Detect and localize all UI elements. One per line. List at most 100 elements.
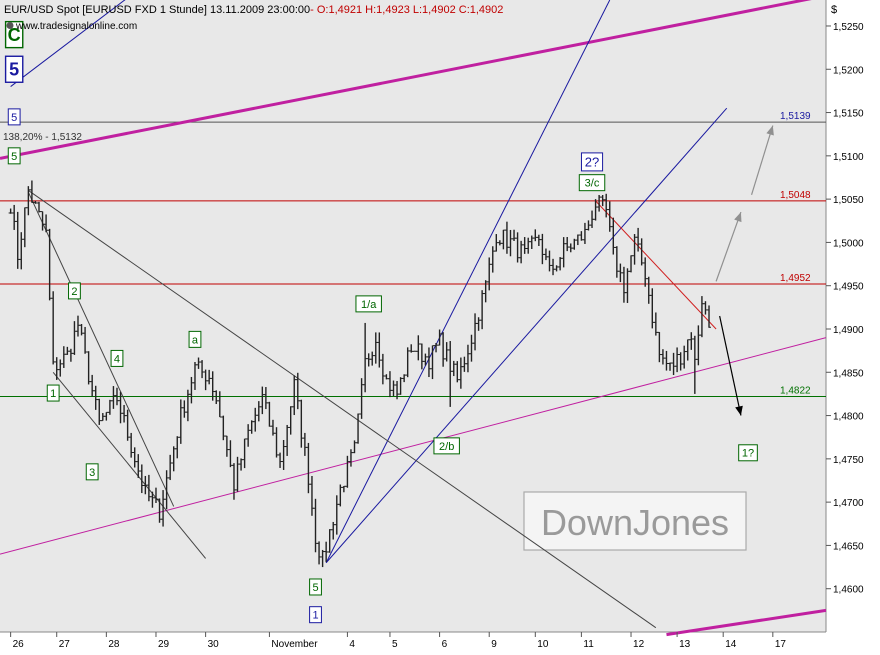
svg-text:1: 1 [50,388,56,400]
y-axis-area [826,0,880,650]
source-label: www.tradesignalonline.com [15,21,137,32]
svg-text:1?: 1? [742,448,754,460]
y-tick-label: 1,5150 [833,109,864,120]
currency-label: $ [831,4,837,16]
level-label: 1,5048 [780,190,811,201]
svg-text:a: a [192,334,199,346]
svg-text:5: 5 [11,151,17,163]
x-tick-label: 10 [537,639,549,650]
svg-text:C: C [8,25,21,45]
y-tick-label: 1,4950 [833,282,864,293]
svg-text:5: 5 [9,60,19,80]
projection-arrow [750,125,774,195]
upper-magenta-trendline [0,0,812,160]
level-label: 1,4952 [780,273,811,284]
svg-text:4: 4 [114,353,120,365]
svg-text:5: 5 [11,112,17,124]
svg-text:3: 3 [89,467,95,479]
y-tick-label: 1,5100 [833,152,864,163]
level-label: 1,5139 [780,111,811,122]
wave-label: 1? [738,444,758,462]
wave-label: 5 [4,55,24,83]
wave-label: 1 [46,384,60,402]
red-resistance-line [595,200,717,330]
y-tick-label: 1,5200 [833,65,864,76]
y-tick-label: 1,4600 [833,585,864,596]
svg-text:5: 5 [312,582,318,594]
x-tick-label: 17 [775,639,787,650]
watermark-text: DownJones [541,502,729,543]
svg-text:3/c: 3/c [585,178,600,190]
price-bar [412,350,417,352]
wave-labels: C 5 5 5 2 1 4 3 a 1/a 2/b 3/c 2? 5 1 1? [4,20,758,624]
chart-title: EUR/USD Spot [EURUSD FXD 1 Stunde] 13.11… [4,4,503,16]
x-tick-label: 4 [349,639,355,650]
arrowhead-icon [766,125,774,136]
source-logo-icon [6,22,14,29]
arrowhead-icon [735,405,743,416]
x-tick-label: 12 [633,639,645,650]
gray-wave-channel-upper [27,191,175,507]
x-tick-label: 28 [108,639,120,650]
y-tick-label: 1,4650 [833,541,864,552]
wave-label: 3 [85,463,99,481]
x-tick-label: 5 [392,639,398,650]
x-tick-label: 13 [679,639,691,650]
wave-label: 2? [580,152,604,172]
x-tick-label: 26 [13,639,25,650]
wave-label: 2 [68,282,81,300]
x-tick-label: November [271,639,318,650]
wave-label: 2/b [433,437,460,455]
watermark-box: DownJones [523,491,747,551]
x-tick-label: 27 [59,639,71,650]
svg-text:2?: 2? [585,155,599,170]
wave-label: 5 [7,147,21,165]
x-axis-area [0,632,880,650]
lower-magenta-trendline [666,608,827,637]
y-tick-label: 1,5250 [833,22,864,33]
y-tick-label: 1,5000 [833,238,864,249]
wave-label: 5 [7,108,21,126]
wave-label: a [188,330,202,348]
level-label: 1,4822 [780,386,811,397]
arrowhead-icon [734,212,742,223]
y-tick-label: 1,4700 [833,498,864,509]
y-tick-label: 1,4750 [833,455,864,466]
wave-label: 4 [110,349,124,367]
x-tick-label: 9 [491,639,497,650]
blue-lower-channel-line [325,107,728,564]
y-tick-label: 1,4800 [833,412,864,423]
x-axis-ticks: 26 27 28 29 30 November 4 5 6 9 10 11 12 13 14 17 [10,632,787,650]
horizontal-levels: 1,5139 1,5048 1,4952 1,4822 138,20% - 1,5132 [0,111,826,398]
gray-downtrend-line [28,190,657,629]
projection-arrows [715,125,774,416]
svg-text:2/b: 2/b [439,441,454,453]
price-bar [707,305,712,328]
y-tick-label: 1,4850 [833,368,864,379]
y-tick-label: 1,4900 [833,325,864,336]
price-bars [8,180,712,568]
svg-text:1/a: 1/a [361,299,377,311]
x-tick-label: 30 [208,639,220,650]
y-axis-ticks: 1,5250 1,5200 1,5150 1,5100 1,5050 1,5000 1,49… [826,22,864,596]
projection-arrow [715,211,742,282]
x-tick-label: 11 [583,639,594,650]
y-tick-label: 1,5050 [833,195,864,206]
x-tick-label: 29 [158,639,170,650]
fib-annotation: 138,20% - 1,5132 [3,132,82,143]
blue-topleft-line [10,0,126,87]
chart-header: EUR/USD Spot [EURUSD FXD 1 Stunde] 13.11… [4,4,837,32]
x-tick-label: 14 [725,639,737,650]
magenta-support-line [0,337,827,555]
trend-lines [0,0,827,637]
wave-label: 1/a [355,295,382,313]
blue-upper-channel-line [325,0,611,563]
svg-text:1: 1 [312,610,318,622]
svg-text:2: 2 [71,286,77,298]
gray-wave-channel-lower [52,371,207,559]
wave-label: 5 [309,578,322,596]
wave-label: 1 [309,606,322,624]
wave-label: 3/c [578,174,606,192]
